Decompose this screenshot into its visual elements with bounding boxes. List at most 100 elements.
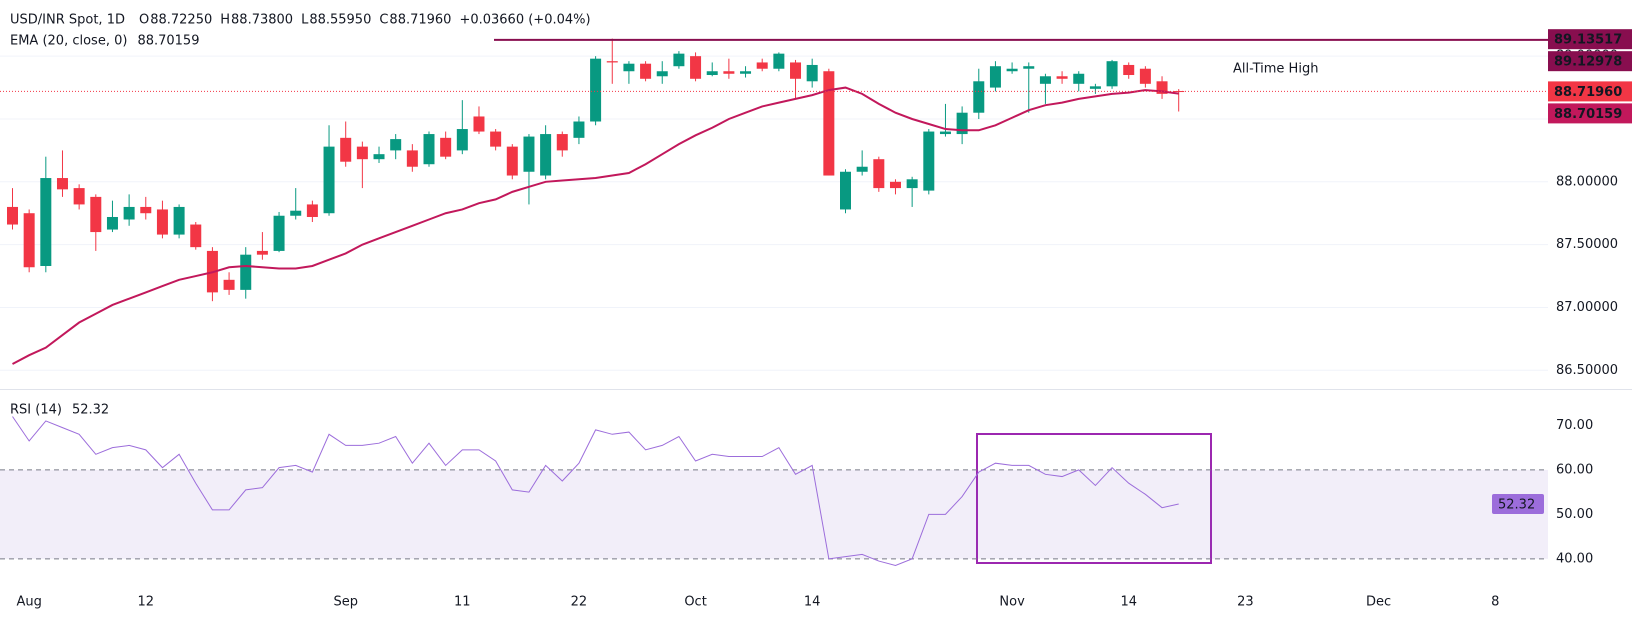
legend-text: 88.72250 <box>150 13 212 28</box>
candle-body <box>506 146 518 176</box>
legend-text: 88.73800 <box>231 13 293 28</box>
candle-body <box>673 53 685 67</box>
y-tick-label: 40.00 <box>1556 551 1593 566</box>
candle-body <box>323 146 335 214</box>
legend-text: +0.03660 (+0.04%) <box>459 13 590 28</box>
series-line <box>12 416 1179 567</box>
candle-body <box>106 216 118 230</box>
x-tick-label: Dec <box>1366 595 1391 610</box>
x-tick-label: Oct <box>684 595 706 610</box>
candle-body <box>56 178 68 190</box>
candle-body <box>590 58 602 122</box>
candle-body <box>756 62 768 69</box>
candle-body <box>1123 64 1135 76</box>
candle-body <box>723 71 735 74</box>
price-tag-label: 89.12978 <box>1554 55 1622 70</box>
candle-body <box>823 71 835 176</box>
candle-body <box>356 146 368 160</box>
candle-body <box>640 63 652 79</box>
candle-body <box>23 213 35 268</box>
y-tick-label: 86.50000 <box>1556 363 1618 378</box>
candle-body <box>156 209 168 235</box>
candle-body <box>973 81 985 113</box>
candle-body <box>906 179 918 189</box>
legend-text: O <box>139 13 149 28</box>
y-tick-label: 88.00000 <box>1556 174 1618 189</box>
candle-body <box>1023 66 1035 69</box>
candle-body <box>490 131 502 147</box>
value-tag <box>1492 494 1544 515</box>
x-tick-label: 14 <box>1120 595 1137 610</box>
candle-body <box>406 150 418 167</box>
candle-body <box>690 56 702 79</box>
candle-body <box>390 139 402 151</box>
series-line <box>12 86 1179 365</box>
candle-body <box>273 215 285 251</box>
candle-body <box>140 206 152 214</box>
candle-body <box>1039 76 1051 84</box>
legend-text: EMA (20, close, 0) <box>10 34 127 49</box>
candle-body <box>606 61 618 63</box>
candle-body <box>240 254 252 290</box>
price-tag-label: 88.70159 <box>1554 107 1622 122</box>
price-tag-label: 89.13517 <box>1554 33 1622 48</box>
y-tick-label: 50.00 <box>1556 507 1593 522</box>
candle-body <box>373 154 385 160</box>
candle-body <box>1073 73 1085 84</box>
y-tick-label: 70.00 <box>1556 418 1593 433</box>
candle-body <box>173 206 185 235</box>
highlight-box <box>976 433 1212 564</box>
x-tick-label: 8 <box>1491 595 1499 610</box>
legend-text: H <box>220 13 230 28</box>
candle-body <box>873 159 885 189</box>
candle-body <box>923 131 935 191</box>
candle-body <box>706 71 718 76</box>
candle-body <box>40 178 52 266</box>
candle-body <box>473 116 485 132</box>
x-tick-label: 12 <box>138 595 155 610</box>
legend-text: USD/INR Spot, 1D <box>10 13 125 28</box>
candle-body <box>806 64 818 82</box>
annotation: All-Time High <box>1233 62 1318 77</box>
y-tick-label: 87.00000 <box>1556 300 1618 315</box>
legend-text: RSI (14) <box>10 403 62 418</box>
price-tag <box>1548 81 1632 102</box>
candle-body <box>540 134 552 176</box>
candle-body <box>290 210 302 216</box>
x-tick-label: 14 <box>804 595 821 610</box>
candle-body <box>1006 68 1018 72</box>
candle-body <box>523 136 535 172</box>
candle-body <box>340 137 352 162</box>
candle-body <box>573 121 585 138</box>
y-tick-label: 60.00 <box>1556 462 1593 477</box>
candle-body <box>256 250 268 255</box>
x-tick-label: Sep <box>333 595 358 610</box>
candle-body <box>456 129 468 151</box>
candle-body <box>190 224 202 248</box>
candle-body <box>889 181 901 189</box>
candle-body <box>740 71 752 74</box>
legend-text: L <box>301 13 309 28</box>
price-tag-label: 88.71960 <box>1554 85 1622 100</box>
legend-text: 88.55950 <box>309 13 371 28</box>
x-tick-label: 11 <box>454 595 471 610</box>
candle-body <box>656 71 668 77</box>
candle-body <box>73 188 85 205</box>
candle-body <box>1139 68 1151 84</box>
candle-body <box>1056 76 1068 79</box>
candle-body <box>790 62 802 79</box>
candle-body <box>1156 81 1168 94</box>
candle-body <box>1173 91 1185 93</box>
candle-body <box>556 134 568 151</box>
legend-text: 88.70159 <box>137 34 199 49</box>
candle-body <box>939 131 951 135</box>
price-tag <box>1548 29 1632 50</box>
candle-body <box>223 279 235 290</box>
candle-body <box>306 204 318 217</box>
candle-body <box>7 206 18 225</box>
legend-text: C <box>379 13 388 28</box>
x-tick-label: Nov <box>999 595 1025 610</box>
